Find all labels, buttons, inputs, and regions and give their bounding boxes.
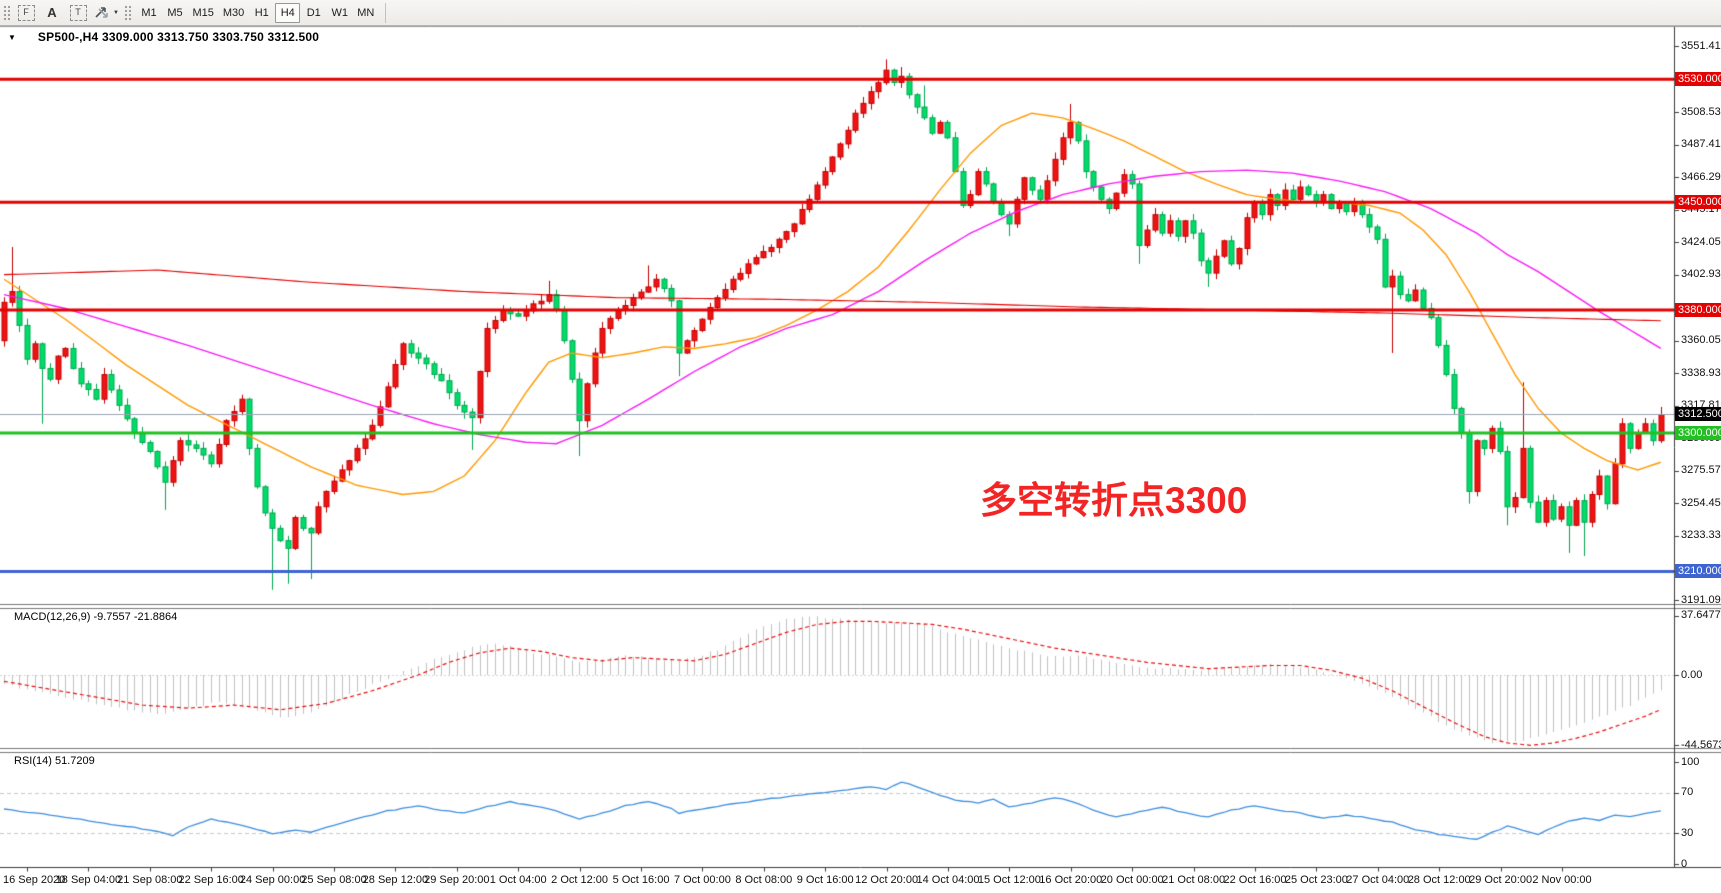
timeframe-button-h1[interactable]: H1 <box>249 3 274 23</box>
dropdown-caret-icon: ▼ <box>113 9 119 16</box>
timeframe-button-w1[interactable]: W1 <box>327 3 352 23</box>
cycle-arrows-icon <box>95 7 108 18</box>
timeframe-button-m30[interactable]: M30 <box>219 3 248 23</box>
timeframe-button-m1[interactable]: M1 <box>136 3 161 23</box>
timeframe-button-d1[interactable]: D1 <box>301 3 326 23</box>
toolbar-grip-icon[interactable] <box>2 3 10 22</box>
timeframe-toolbar: M1 M5 M15 M30 H1 H4 D1 W1 MN <box>136 2 379 23</box>
objects-arrows-button[interactable]: ▼ <box>91 2 121 24</box>
chart-shift-button[interactable]: F <box>13 2 39 24</box>
timeframe-button-m15[interactable]: M15 <box>188 3 217 23</box>
timeframe-button-m5[interactable]: M5 <box>162 3 187 23</box>
text-box-button[interactable]: T <box>65 2 91 24</box>
timeframe-button-mn[interactable]: MN <box>353 3 378 23</box>
toolbar: F A T ▼ M1 M5 M15 M30 H1 H4 D1 W1 MN <box>0 0 1721 26</box>
timeframe-button-h4[interactable]: H4 <box>275 2 301 23</box>
toolbar-grip-icon[interactable] <box>122 3 131 22</box>
toolbar-separator <box>384 2 386 23</box>
text-label-button[interactable]: A <box>39 2 65 24</box>
chart-shift-icon: F <box>17 4 35 21</box>
text-label-icon: A <box>47 5 57 20</box>
text-box-icon: T <box>69 4 87 21</box>
